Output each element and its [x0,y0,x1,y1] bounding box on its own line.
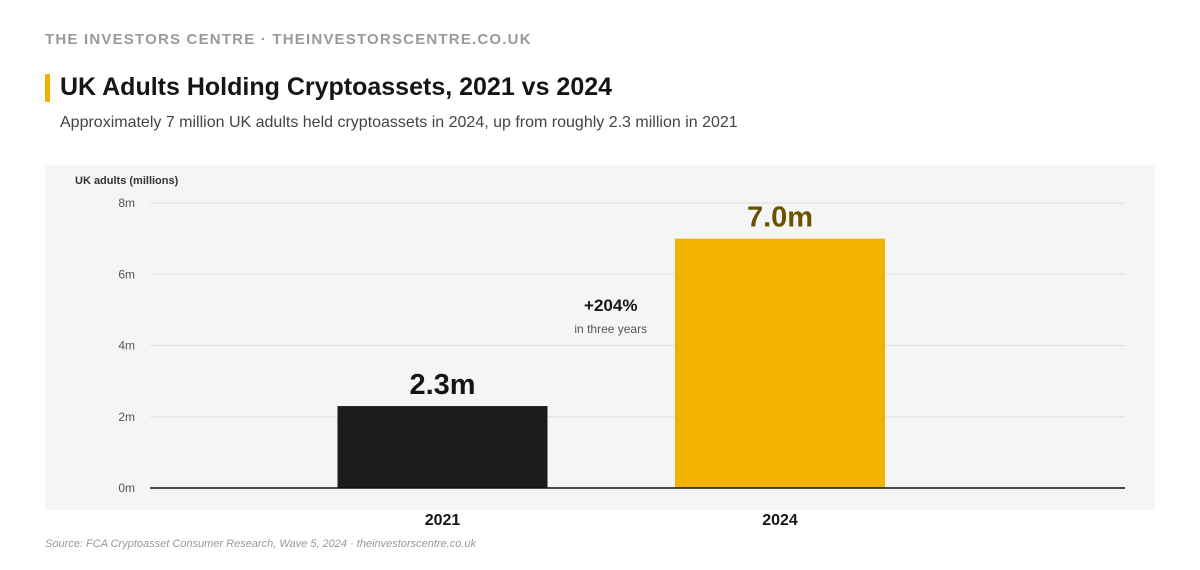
data-labels: 2.3m 7.0m [409,202,813,401]
growth-annotation-subtext: in three years [574,322,647,336]
growth-annotation: +204% [584,296,637,315]
y-tick-label: 6m [118,267,135,281]
chart-panel [45,165,1155,510]
gridlines [150,202,1125,418]
y-tick-label: 8m [118,196,135,210]
y-axis-ticks: 0m 2m 4m 6m 8m [118,196,135,495]
y-axis-label: UK adults (millions) [75,175,179,187]
data-label-2024: 7.0m [747,202,813,234]
bars [337,238,885,488]
x-axis-categories: 2021 2024 [425,512,798,529]
chart-title: UK Adults Holding Cryptoassets, 2021 vs … [60,73,613,101]
brand-header: THE INVESTORS CENTRE · THEINVESTORSCENTR… [45,31,532,48]
title-accent-bar [45,74,50,102]
bar-2024 [675,238,885,488]
y-tick-label: 0m [118,481,135,495]
chart-subtitle: Approximately 7 million UK adults held c… [60,114,738,131]
x-category-label-2021: 2021 [425,512,461,529]
source-note: Source: FCA Cryptoasset Consumer Researc… [45,538,477,550]
data-label-2021: 2.3m [409,369,475,401]
bar-2021 [337,406,548,488]
y-tick-label: 4m [118,339,135,353]
x-category-label-2024: 2024 [762,512,798,529]
y-tick-label: 2m [118,410,135,424]
